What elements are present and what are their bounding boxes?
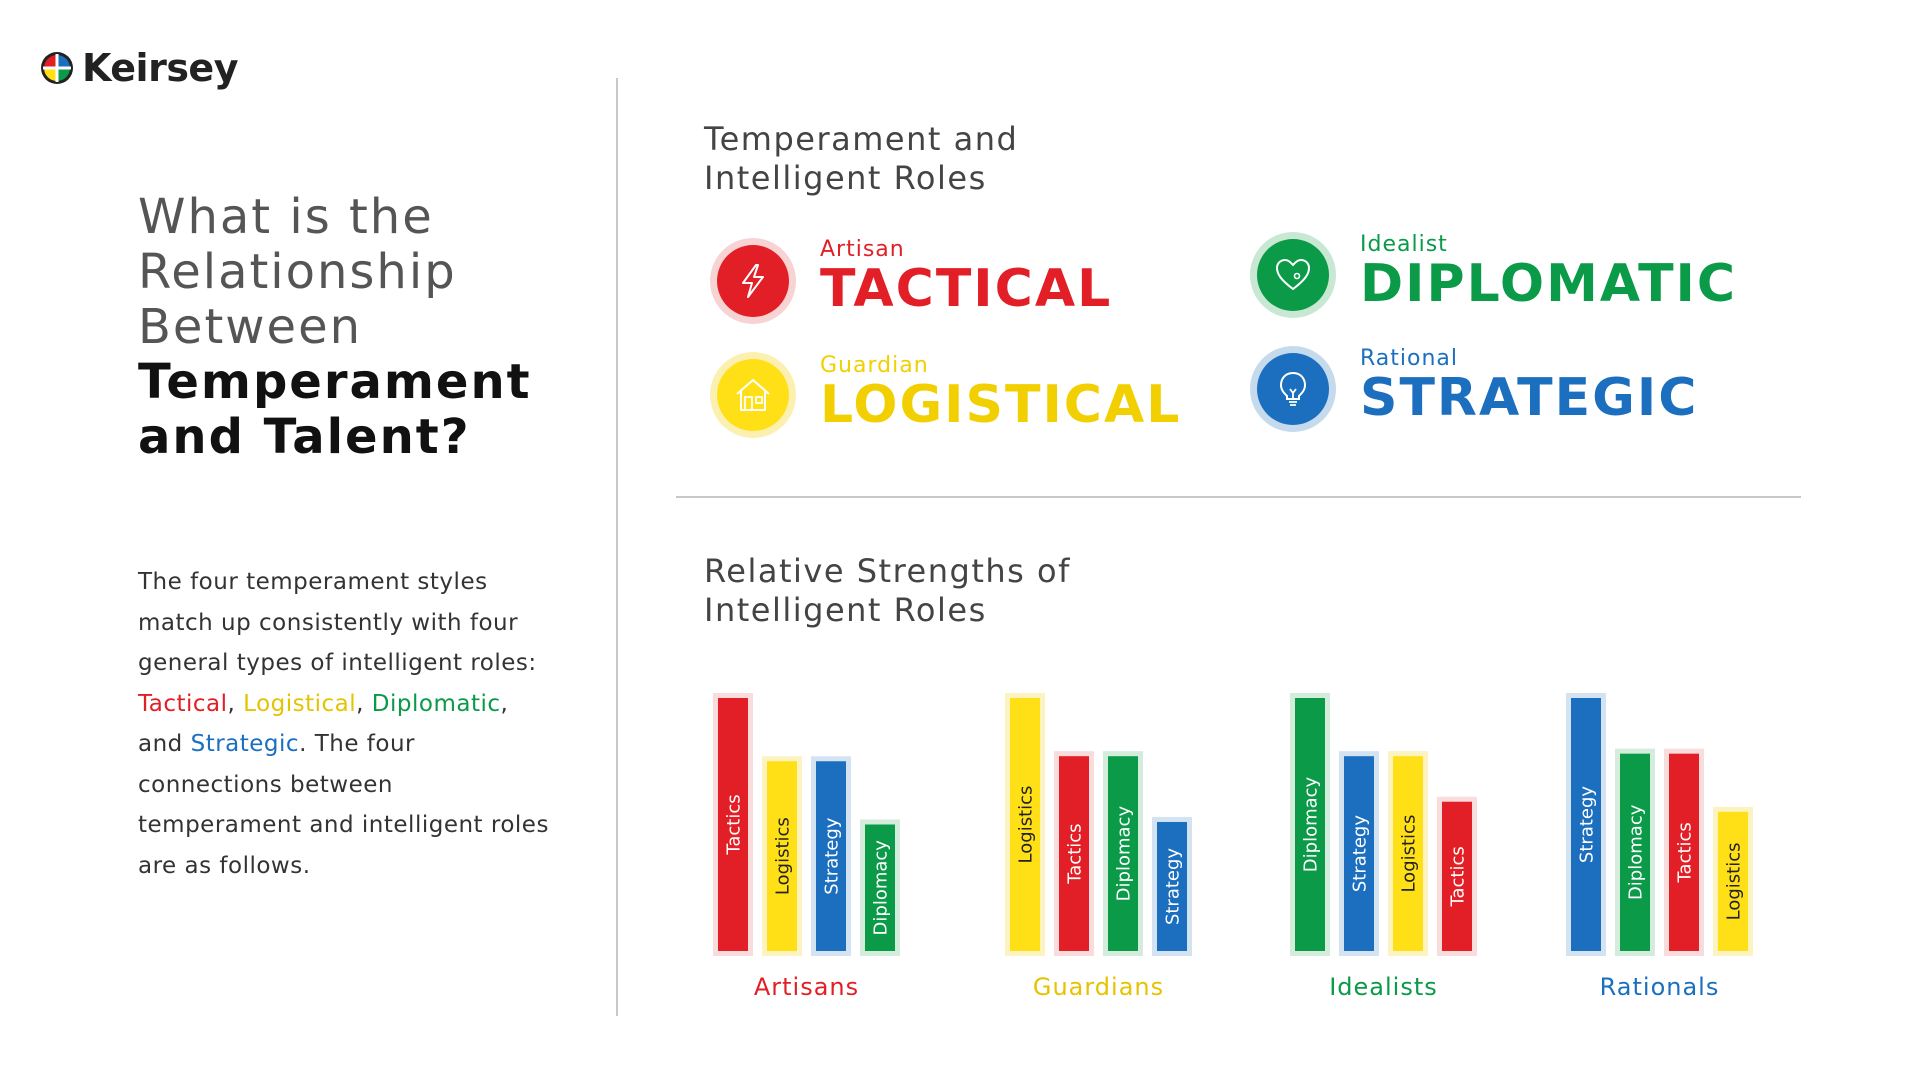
logistical-keyword: Logistical	[243, 690, 357, 717]
role-temperament: Artisan	[820, 237, 905, 262]
intro-paragraph: The four temperament styles match up con…	[138, 562, 558, 886]
diplomatic-keyword: Diplomatic	[371, 690, 501, 717]
roles-title-line: Temperament and	[704, 120, 1019, 158]
bar-label: Strategy	[1163, 848, 1184, 925]
role-icon-circle	[717, 359, 789, 431]
bar-strategy	[1571, 698, 1601, 951]
separator: ,	[227, 690, 244, 717]
role-icon-circle	[717, 245, 789, 317]
role-temperament: Idealist	[1360, 232, 1448, 257]
role-tactical: Artisan TACTICAL	[710, 238, 1112, 324]
bar-group-idealists: Diplomacy Strategy Logistics Tactics Idealis…	[1290, 693, 1477, 1001]
bar-tactics	[1442, 801, 1472, 951]
role-name: LOGISTICAL	[820, 375, 1182, 435]
group-label: Guardians	[1033, 973, 1164, 1001]
bar-diplomacy	[1108, 756, 1138, 951]
separator: , and	[138, 690, 509, 758]
bar-label: Strategy	[822, 817, 843, 894]
intro-text: The four temperament styles match up con…	[138, 569, 537, 676]
bar-diplomacy	[1620, 753, 1650, 951]
role-temperament: Rational	[1360, 346, 1459, 371]
bar-group-artisans: Tactics Logistics Strategy Diplomacy Artisan…	[713, 693, 900, 1001]
tactical-keyword: Tactical	[138, 690, 228, 717]
bar-group-guardians: Logistics Tactics Diplomacy Strategy Guardia…	[1005, 693, 1192, 1001]
strengths-title-line: Intelligent Roles	[704, 591, 987, 629]
role-icon-halo	[710, 352, 796, 438]
strengths-title-line: Relative Strengths of	[704, 552, 1071, 590]
bar-strategy	[816, 761, 846, 951]
role-diplomatic: Idealist DIPLOMATIC	[1250, 232, 1737, 318]
role-name: STRATEGIC	[1360, 368, 1699, 428]
bar-strategy	[1157, 821, 1187, 951]
intro-text-end: . The four connections between temperame…	[138, 731, 549, 879]
role-icon-circle	[1257, 239, 1329, 311]
headline-line: What is the	[138, 189, 434, 245]
heart-icon	[1275, 258, 1311, 291]
headline-emphasis-line: Temperament	[138, 354, 532, 410]
role-strategic: Rational STRATEGIC	[1250, 346, 1698, 432]
brand-name: Keirsey	[82, 46, 238, 90]
page-headline: What is the Relationship Between Tempera…	[138, 190, 568, 465]
role-icon-halo	[1250, 232, 1336, 318]
bar-label: Diplomacy	[1114, 806, 1135, 902]
bar-logistics	[1718, 811, 1748, 951]
bar-diplomacy	[865, 824, 895, 951]
bar-logistics	[1393, 756, 1423, 951]
role-icon-halo	[1250, 346, 1336, 432]
role-name: DIPLOMATIC	[1360, 254, 1738, 314]
bar-label: Tactics	[724, 794, 745, 855]
horizontal-divider	[676, 496, 1801, 498]
bar-logistics	[767, 761, 797, 951]
keirsey-logo-icon	[41, 52, 73, 84]
lightning-bolt-icon	[742, 264, 764, 298]
bar-label: Diplomacy	[1626, 804, 1647, 900]
bar-label: Diplomacy	[871, 840, 892, 936]
lightbulb-icon	[1279, 371, 1307, 406]
bar-label: Tactics	[1675, 822, 1696, 883]
role-name: TACTICAL	[820, 259, 1113, 319]
bar-label: Strategy	[1577, 786, 1598, 863]
bar-label: Logistics	[1399, 815, 1420, 893]
bar-label: Tactics	[1065, 823, 1086, 884]
brand-logo: Keirsey	[40, 46, 238, 90]
role-icon-circle	[1257, 353, 1329, 425]
bar-label: Tactics	[1448, 846, 1469, 907]
bar-label: Logistics	[1016, 786, 1037, 864]
headline-line: Relationship	[138, 244, 457, 300]
bar-tactics	[718, 698, 748, 951]
bar-strategy	[1344, 756, 1374, 951]
group-label: Artisans	[754, 973, 859, 1001]
strengths-section-title: Relative Strengths of Intelligent Roles	[704, 552, 1071, 630]
bar-tactics	[1669, 753, 1699, 951]
roles-title-line: Intelligent Roles	[704, 159, 987, 197]
bar-diplomacy	[1295, 698, 1325, 951]
roles-section-title: Temperament and Intelligent Roles	[704, 120, 1018, 198]
bar-group-rationals: Strategy Diplomacy Tactics Logistics Rationa…	[1566, 693, 1753, 1001]
role-temperament: Guardian	[820, 353, 929, 378]
bar-logistics	[1010, 698, 1040, 951]
vertical-divider	[616, 78, 618, 1016]
group-label: Idealists	[1329, 973, 1438, 1001]
bar-label: Logistics	[1724, 842, 1745, 920]
bar-label: Logistics	[773, 817, 794, 895]
bar-tactics	[1059, 756, 1089, 951]
separator: ,	[356, 690, 372, 717]
strategic-keyword: Strategic	[190, 731, 300, 757]
group-label: Rationals	[1600, 973, 1720, 1001]
role-icon-halo	[710, 238, 796, 324]
bar-label: Diplomacy	[1301, 776, 1322, 872]
role-logistical: Guardian LOGISTICAL	[710, 352, 1181, 438]
bar-label: Strategy	[1350, 815, 1371, 892]
headline-emphasis-line: and Talent?	[138, 409, 471, 465]
headline-line: Between	[138, 299, 363, 355]
house-icon	[736, 379, 770, 411]
